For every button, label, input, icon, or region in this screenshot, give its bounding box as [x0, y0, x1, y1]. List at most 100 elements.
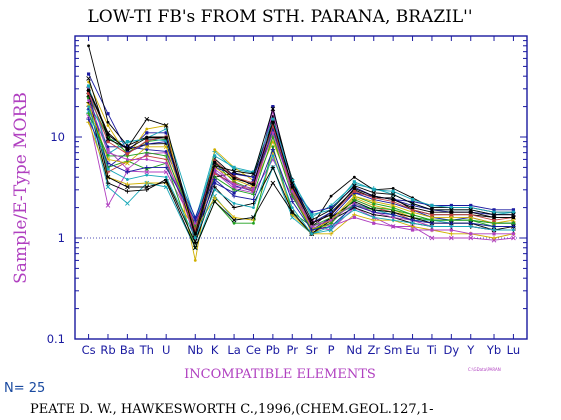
- footnote: C:\GData\PARAN: [468, 367, 501, 372]
- data-point: [145, 158, 149, 161]
- data-point: [106, 151, 110, 155]
- data-point: [430, 225, 434, 228]
- data-point: [270, 165, 276, 170]
- data-point: [271, 123, 275, 128]
- data-point: [328, 227, 334, 233]
- data-point: [106, 120, 110, 124]
- data-point: [232, 202, 236, 205]
- data-point: [193, 240, 198, 245]
- x-tick-label: Sm: [384, 343, 403, 357]
- x-axis-label: INCOMPATIBLE ELEMENTS: [184, 367, 376, 382]
- data-point: [449, 231, 454, 237]
- series-line: [88, 108, 514, 224]
- x-tick-label: U: [162, 343, 170, 357]
- data-point: [352, 193, 357, 199]
- data-point: [410, 197, 415, 202]
- data-point: [430, 203, 434, 208]
- data-point: [86, 72, 91, 76]
- data-point: [125, 140, 129, 144]
- y-tick-label: 1: [58, 231, 65, 245]
- data-point: [290, 179, 294, 183]
- data-point: [125, 158, 129, 161]
- data-point: [371, 199, 377, 204]
- data-point: [492, 210, 496, 214]
- data-point: [105, 184, 111, 190]
- series-line: [88, 104, 514, 236]
- data-point: [469, 203, 473, 208]
- x-tick-label: Yb: [486, 343, 501, 357]
- data-point: [329, 210, 333, 214]
- data-point: [352, 186, 356, 190]
- data-point: [232, 185, 236, 189]
- data-point: [231, 217, 237, 223]
- data-point: [232, 176, 236, 180]
- data-point: [193, 228, 197, 232]
- data-point: [87, 44, 90, 48]
- data-point: [271, 120, 275, 124]
- data-point: [125, 189, 130, 194]
- data-point: [391, 215, 395, 219]
- data-point: [449, 221, 454, 226]
- data-point: [511, 235, 516, 241]
- data-point: [87, 99, 90, 102]
- data-point: [193, 221, 197, 225]
- data-point: [410, 212, 415, 217]
- data-point: [106, 167, 110, 171]
- x-tick-label: Ce: [246, 343, 261, 357]
- series-line: [88, 85, 514, 225]
- data-point: [491, 224, 497, 229]
- data-point: [125, 184, 130, 190]
- data-point: [410, 199, 415, 204]
- data-point: [125, 167, 129, 171]
- data-point: [371, 190, 377, 196]
- data-point: [410, 215, 415, 220]
- data-point: [145, 173, 149, 177]
- data-point: [329, 225, 333, 228]
- data-point: [492, 215, 496, 219]
- data-point: [391, 199, 395, 204]
- data-point: [145, 142, 149, 146]
- data-point: [144, 169, 150, 175]
- data-point: [411, 221, 414, 225]
- data-point: [449, 225, 453, 228]
- data-point: [469, 205, 473, 210]
- y-axis: 0.1 1 10: [47, 40, 527, 346]
- data-point: [511, 215, 516, 219]
- data-point: [125, 201, 130, 206]
- data-point: [429, 235, 435, 241]
- data-point: [449, 213, 453, 217]
- x-tick-label: Ba: [120, 343, 135, 357]
- data-point: [163, 126, 169, 132]
- series-line: [88, 111, 514, 249]
- data-point: [164, 131, 168, 135]
- series-line: [88, 113, 514, 231]
- data-point: [86, 111, 91, 116]
- series-line: [88, 78, 514, 240]
- data-point: [449, 210, 453, 214]
- data-point: [469, 213, 473, 217]
- data-point: [213, 188, 217, 192]
- data-point: [125, 147, 129, 151]
- data-point: [352, 203, 357, 208]
- data-point: [492, 228, 496, 232]
- x-tick-label: Ti: [426, 343, 437, 357]
- data-point: [390, 207, 396, 213]
- data-point: [271, 109, 275, 113]
- data-point: [449, 235, 454, 241]
- data-point: [310, 225, 314, 228]
- data-point: [145, 139, 149, 143]
- reference-citation: PEATE D. W., HAWKESWORTH C.,1996,(CHEM.G…: [30, 402, 433, 417]
- series-line: [88, 106, 514, 240]
- data-point: [390, 209, 396, 215]
- data-point: [193, 236, 197, 240]
- data-point: [213, 181, 217, 185]
- data-point: [511, 232, 516, 236]
- data-point: [144, 116, 150, 122]
- data-point: [429, 221, 435, 226]
- data-point: [231, 215, 237, 220]
- data-point: [193, 259, 197, 262]
- x-tick-label: La: [227, 343, 240, 357]
- data-point: [491, 235, 497, 241]
- x-tick-label: Dy: [444, 343, 460, 357]
- data-point: [310, 210, 314, 214]
